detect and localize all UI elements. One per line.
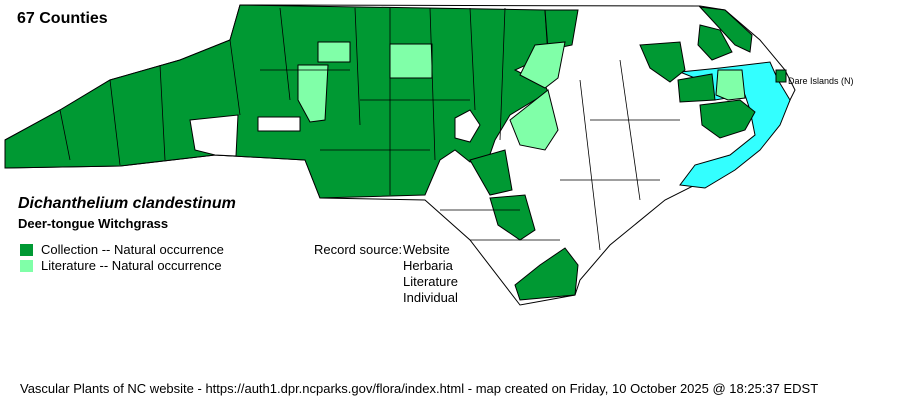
dare-islands-label: Dare Islands (N): [788, 76, 854, 86]
county-literature: [509, 89, 559, 151]
legend-item-literature: Literature -- Natural occurrence: [20, 258, 222, 273]
county-collection: [514, 247, 579, 301]
county-absent: [189, 114, 239, 157]
county-collection: [697, 24, 733, 61]
county-absent: [454, 109, 481, 143]
record-source-label: Record source:: [314, 242, 403, 257]
county-collection: [639, 41, 686, 83]
county-literature: [317, 41, 351, 63]
county-collection: [699, 99, 756, 139]
record-source-item: Herbaria: [403, 258, 453, 273]
legend-label: Collection -- Natural occurrence: [41, 242, 224, 257]
record-source-item: Individual: [403, 290, 458, 305]
common-name: Deer-tongue Witchgrass: [18, 216, 169, 231]
legend-label: Literature -- Natural occurrence: [41, 258, 222, 273]
scientific-name: Dichanthelium clandestinum: [18, 195, 236, 212]
county-literature: [715, 69, 746, 101]
county-literature: [519, 41, 566, 89]
county-literature: [389, 43, 433, 79]
county-literature: [297, 64, 329, 123]
county-collection: [698, 6, 753, 53]
collection-swatch: [20, 243, 33, 256]
county-borders: [59, 7, 680, 251]
county-collection: [544, 9, 579, 51]
county-collection: [677, 73, 716, 103]
county-absent: [257, 116, 301, 132]
footer-credit: Vascular Plants of NC website - https://…: [20, 381, 819, 396]
literature-swatch: [20, 259, 33, 272]
record-source-item: Website: [403, 242, 450, 257]
county-collection: [469, 149, 513, 196]
county-collection: [489, 194, 536, 241]
county-collection-dare-islands: [775, 69, 787, 83]
record-source-item: Literature: [403, 274, 458, 289]
legend-item-collection: Collection -- Natural occurrence: [20, 242, 224, 257]
county-count: 67 Counties: [17, 10, 108, 27]
